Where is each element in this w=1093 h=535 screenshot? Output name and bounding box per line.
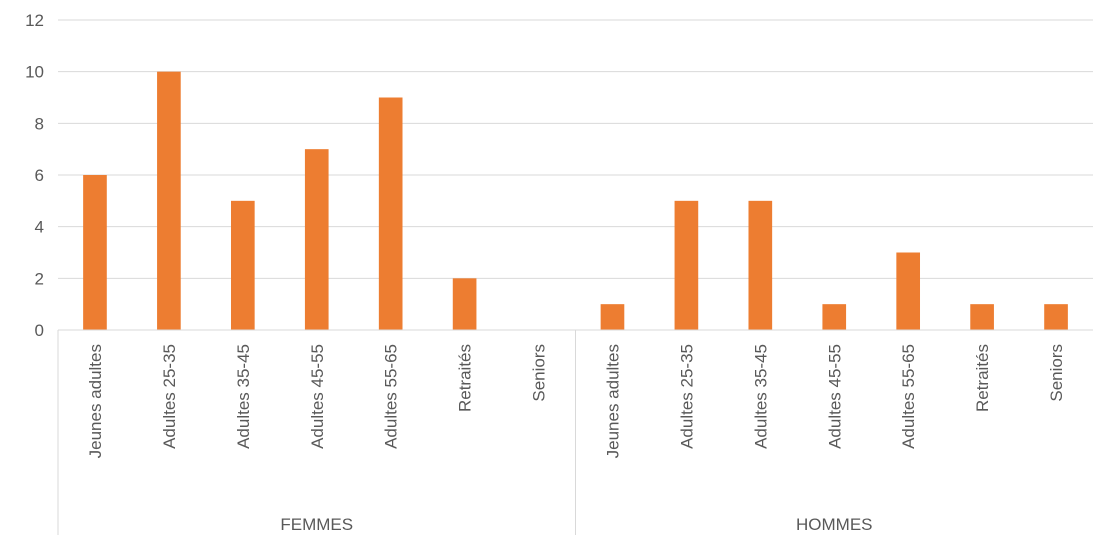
x-category-label: Jeunes adultes — [86, 344, 105, 458]
bar — [748, 200, 773, 330]
x-group-label: HOMMES — [796, 515, 873, 534]
x-category-label: Adultes 35-45 — [234, 344, 253, 449]
y-tick-label: 8 — [35, 114, 44, 133]
bar — [822, 304, 847, 330]
x-category-label: Adultes 25-35 — [677, 344, 696, 449]
x-category-label: Seniors — [1047, 344, 1066, 402]
x-category-label: Adultes 55-65 — [899, 344, 918, 449]
bar — [452, 278, 477, 330]
x-category-label: Adultes 25-35 — [160, 344, 179, 449]
y-tick-label: 10 — [25, 63, 44, 82]
bar — [230, 200, 255, 330]
x-group-label: FEMMES — [280, 515, 353, 534]
x-category-label: Retraités — [456, 344, 475, 412]
y-tick-label: 0 — [35, 321, 44, 340]
bars — [83, 71, 1068, 331]
y-tick-label: 6 — [35, 166, 44, 185]
bar — [674, 200, 699, 330]
x-category-labels: Jeunes adultes Adultes 25-35 Adultes 35-45… — [86, 344, 1066, 458]
bar — [83, 175, 107, 330]
gridlines — [58, 19, 1093, 279]
bar — [378, 97, 403, 330]
bar — [600, 304, 625, 330]
x-category-label: Adultes 55-65 — [382, 344, 401, 449]
x-category-label: Adultes 45-55 — [825, 344, 844, 449]
bar — [157, 71, 181, 331]
x-category-label: Adultes 35-45 — [751, 344, 770, 449]
x-group-labels: FEMMES HOMMES — [280, 515, 872, 534]
x-category-label: Jeunes adultes — [603, 344, 622, 458]
x-category-label: Seniors — [530, 344, 549, 402]
y-axis-ticks: 0 2 4 6 8 10 12 — [25, 11, 44, 340]
x-category-label: Adultes 45-55 — [308, 344, 327, 449]
bar — [1044, 304, 1068, 330]
x-axis — [57, 329, 1093, 535]
bar — [304, 149, 329, 330]
bar — [970, 304, 994, 330]
bar — [896, 252, 921, 330]
x-category-label: Retraités — [973, 344, 992, 412]
y-tick-label: 2 — [35, 269, 44, 288]
y-tick-label: 12 — [25, 11, 44, 30]
y-tick-label: 4 — [35, 218, 44, 237]
